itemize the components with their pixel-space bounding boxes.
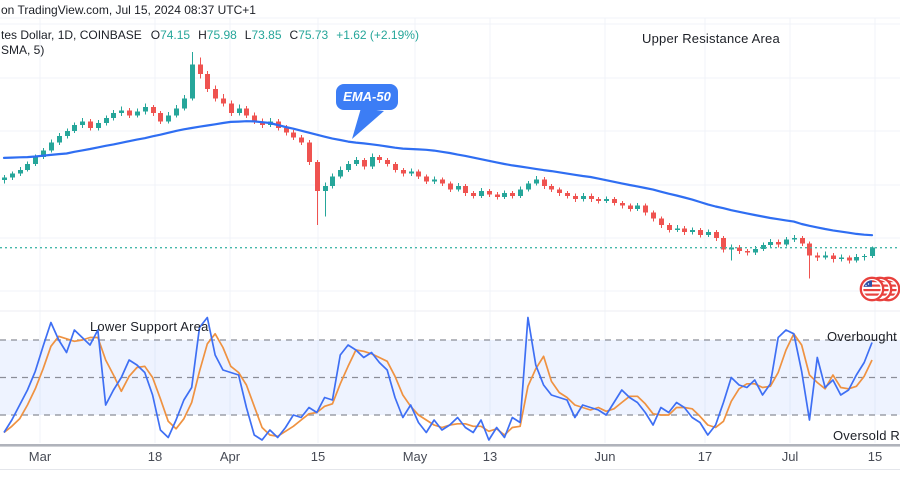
x-axis-label: 18 <box>147 449 163 464</box>
overbought-oversold-dashed-lines <box>0 339 900 416</box>
x-axis-label: Apr <box>219 449 241 464</box>
ohlc-low: L73.85 <box>244 28 282 42</box>
ema-50-callout: EMA-50 <box>336 84 398 110</box>
flag-coins-watermark-icon <box>859 276 900 302</box>
stochastic-lines <box>3 316 873 441</box>
symbol-info-bar: tes Dollar, 1D, COINBASE O74.15 H75.98 L73.… <box>1 28 419 42</box>
x-axis-label: Jul <box>781 449 799 464</box>
publish-info: on TradingView.com, Jul 15, 2024 08:37 U… <box>1 3 256 17</box>
x-axis-label: 15 <box>310 449 326 464</box>
candlesticks <box>2 52 875 279</box>
time-axis-separator <box>0 444 900 470</box>
indicator-legend[interactable]: SMA, 5) <box>1 43 45 57</box>
ema-callout-tail <box>352 108 384 139</box>
x-axis-label: Jun <box>594 449 616 464</box>
price-change: +1.62 (+2.19%) <box>336 28 419 42</box>
time-axis[interactable]: Mar 18 Apr 15 May 13 Jun 17 Jul 15 <box>0 449 900 471</box>
lower-support-label: Lower Support Area <box>90 319 209 334</box>
x-axis-label: 15 <box>867 449 883 464</box>
ohlc-close: C75.73 <box>289 28 329 42</box>
x-axis-label: 17 <box>697 449 713 464</box>
oversold-label: Oversold R <box>833 428 900 443</box>
ohlc-high: H75.98 <box>198 28 237 42</box>
overbought-label: Overbought R <box>827 329 900 344</box>
ohlc-open: O74.15 <box>150 28 191 42</box>
x-axis-label: 13 <box>482 449 498 464</box>
x-axis-label: Mar <box>28 449 52 464</box>
x-axis-label: May <box>402 449 428 464</box>
upper-resistance-label: Upper Resistance Area <box>642 31 780 46</box>
symbol-description[interactable]: tes Dollar, 1D, COINBASE <box>1 28 142 42</box>
ema-50-line <box>2 120 874 237</box>
